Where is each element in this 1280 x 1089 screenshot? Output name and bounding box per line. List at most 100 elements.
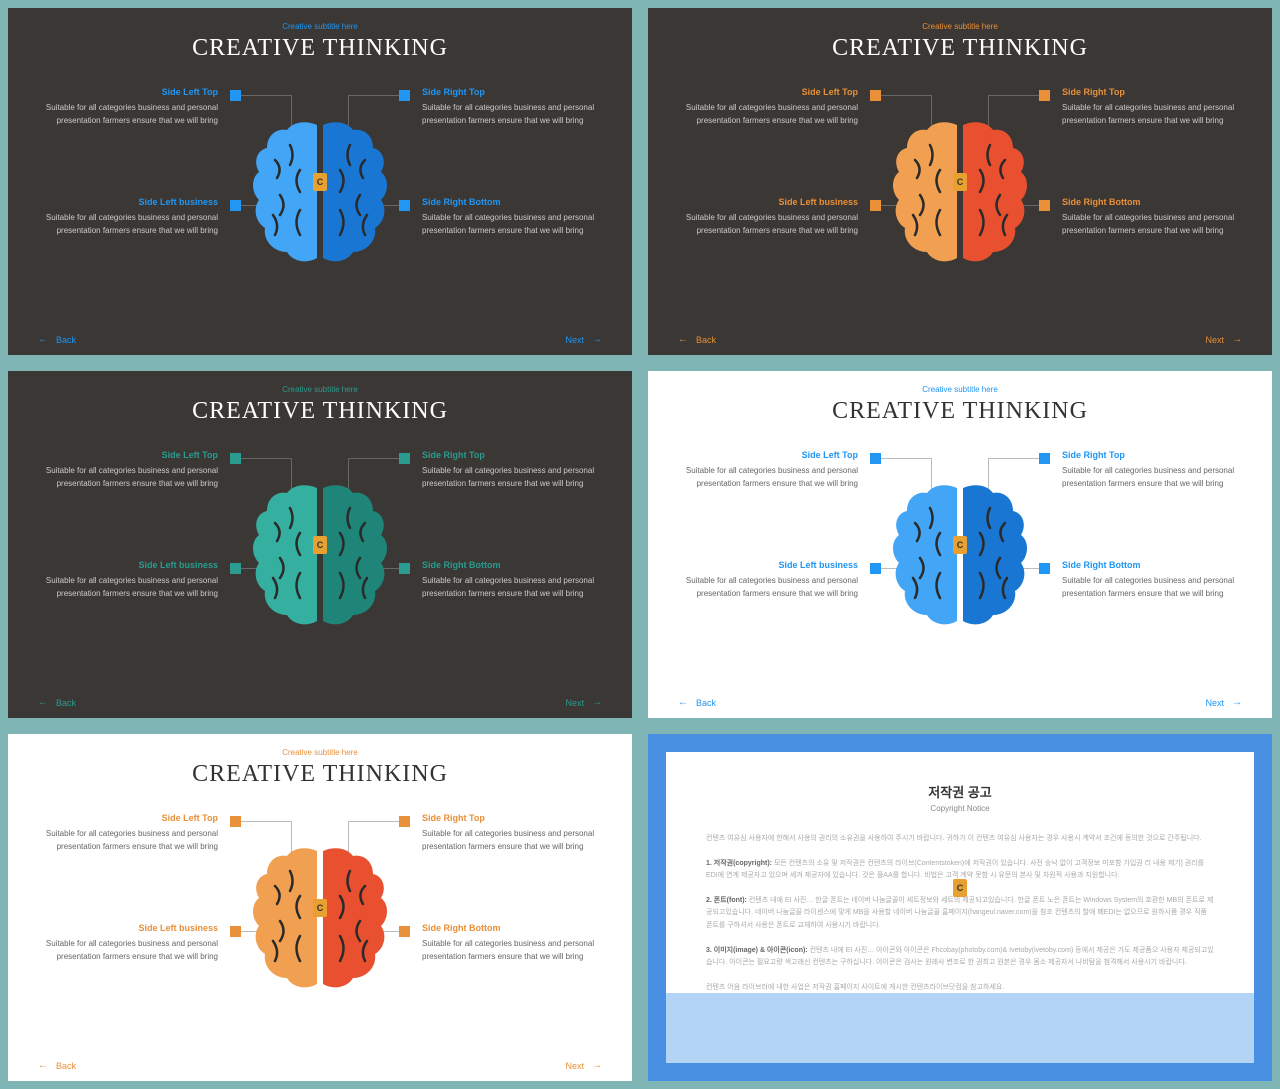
copyright-p5: 컨텐츠 어음 라이브러에 내한 사업은 저작권 홈페이지 사이트에 게시한 컨텐… (706, 982, 1214, 995)
quad-label: Side Right Bottom (1062, 560, 1242, 570)
slide: Creative subtitle here CREATIVE THINKING… (8, 8, 632, 355)
quad-text: Suitable for all categories business and… (38, 102, 218, 128)
quadrant-top-right: Side Right Top Suitable for all categori… (1062, 450, 1242, 491)
quad-text: Suitable for all categories business and… (422, 938, 602, 964)
copyright-p3: 2. 폰트(font): 컨텐츠 내에 EI 사진… 한글 폰트는 네이버 나눔… (706, 895, 1214, 933)
quad-text: Suitable for all categories business and… (38, 575, 218, 601)
quad-label: Side Left Top (678, 87, 858, 97)
back-label: Back (696, 335, 716, 345)
next-button[interactable]: Next → (565, 334, 602, 345)
quad-text: Suitable for all categories business and… (1062, 102, 1242, 128)
copyright-p1: 컨텐츠 여유심 사용자에 한해서 사용의 권리의 소유권을 사용하여 주시기 바… (706, 833, 1214, 846)
arrow-right-icon: → (592, 1060, 602, 1071)
slide: Creative subtitle here CREATIVE THINKING… (648, 8, 1272, 355)
next-button[interactable]: Next → (1205, 334, 1242, 345)
quad-label: Side Left business (38, 560, 218, 570)
badge-icon: C (953, 879, 967, 897)
marker-icon (870, 563, 881, 574)
next-button[interactable]: Next → (1205, 697, 1242, 708)
quad-text: Suitable for all categories business and… (38, 212, 218, 238)
quadrant-bottom-left: Side Left business Suitable for all cate… (678, 560, 858, 601)
subtitle: Creative subtitle here (8, 8, 632, 31)
brain-icon: C (885, 473, 1035, 633)
next-label: Next (565, 335, 584, 345)
slide-title: CREATIVE THINKING (8, 757, 632, 788)
quad-text: Suitable for all categories business and… (678, 575, 858, 601)
slide: Creative subtitle here CREATIVE THINKING… (8, 371, 632, 718)
marker-icon (1039, 563, 1050, 574)
brain-icon: C (245, 473, 395, 633)
quadrant-bottom-right: Side Right Bottom Suitable for all categ… (1062, 560, 1242, 601)
marker-icon (399, 200, 410, 211)
back-button[interactable]: ← Back (38, 1060, 76, 1071)
marker-icon (399, 90, 410, 101)
marker-icon (1039, 90, 1050, 101)
marker-icon (230, 90, 241, 101)
slide-title: CREATIVE THINKING (648, 394, 1272, 425)
brain-icon: C (885, 110, 1035, 270)
quadrant-bottom-left: Side Left business Suitable for all cate… (38, 560, 218, 601)
quadrant-bottom-right: Side Right Bottom Suitable for all categ… (422, 197, 602, 238)
arrow-right-icon: → (1232, 697, 1242, 708)
quadrant-top-right: Side Right Top Suitable for all categori… (422, 450, 602, 491)
content-area: Side Left Top Suitable for all categorie… (8, 808, 632, 1028)
badge-icon: C (313, 899, 327, 917)
copyright-p4: 3. 이미지(image) & 아이콘(icon): 컨텐츠 내에 EI 사진…… (706, 945, 1214, 970)
quad-label: Side Left Top (38, 450, 218, 460)
quad-label: Side Left Top (38, 87, 218, 97)
marker-icon (230, 200, 241, 211)
content-area: Side Left Top Suitable for all categorie… (8, 445, 632, 665)
quad-text: Suitable for all categories business and… (1062, 465, 1242, 491)
slide: Creative subtitle here CREATIVE THINKING… (8, 734, 632, 1081)
marker-icon (230, 563, 241, 574)
content-area: Side Left Top Suitable for all categorie… (648, 445, 1272, 665)
quad-label: Side Left business (38, 923, 218, 933)
slide-title: CREATIVE THINKING (648, 31, 1272, 62)
copyright-content: 저작권 공고 Copyright Notice 컨텐츠 여유심 사용자에 한해서… (666, 752, 1254, 1036)
back-button[interactable]: ← Back (38, 334, 76, 345)
quad-text: Suitable for all categories business and… (38, 465, 218, 491)
arrow-left-icon: ← (38, 334, 48, 345)
quad-text: Suitable for all categories business and… (38, 828, 218, 854)
quadrant-bottom-right: Side Right Bottom Suitable for all categ… (422, 560, 602, 601)
slide-nav: ← Back Next → (8, 697, 632, 708)
quad-label: Side Left Top (38, 813, 218, 823)
quad-text: Suitable for all categories business and… (422, 465, 602, 491)
next-label: Next (565, 1061, 584, 1071)
quad-text: Suitable for all categories business and… (422, 102, 602, 128)
back-button[interactable]: ← Back (678, 334, 716, 345)
subtitle: Creative subtitle here (648, 8, 1272, 31)
quad-label: Side Right Bottom (422, 197, 602, 207)
copyright-title: 저작권 공고 (706, 782, 1214, 801)
marker-icon (399, 453, 410, 464)
back-button[interactable]: ← Back (38, 697, 76, 708)
quad-text: Suitable for all categories business and… (678, 102, 858, 128)
badge-icon: C (313, 173, 327, 191)
quad-label: Side Right Top (422, 450, 602, 460)
next-button[interactable]: Next → (565, 697, 602, 708)
quad-text: Suitable for all categories business and… (38, 938, 218, 964)
quadrant-bottom-left: Side Left business Suitable for all cate… (38, 197, 218, 238)
back-label: Back (56, 698, 76, 708)
quad-text: Suitable for all categories business and… (678, 465, 858, 491)
quad-text: Suitable for all categories business and… (678, 212, 858, 238)
quadrant-top-left: Side Left Top Suitable for all categorie… (678, 450, 858, 491)
quad-text: Suitable for all categories business and… (422, 828, 602, 854)
badge-icon: C (953, 536, 967, 554)
slide-nav: ← Back Next → (8, 1060, 632, 1071)
marker-icon (399, 563, 410, 574)
arrow-right-icon: → (1232, 334, 1242, 345)
marker-icon (399, 926, 410, 937)
next-label: Next (1205, 335, 1224, 345)
arrow-left-icon: ← (38, 1060, 48, 1071)
badge-icon: C (313, 536, 327, 554)
quadrant-top-right: Side Right Top Suitable for all categori… (1062, 87, 1242, 128)
next-button[interactable]: Next → (565, 1060, 602, 1071)
quad-text: Suitable for all categories business and… (422, 212, 602, 238)
quadrant-bottom-right: Side Right Bottom Suitable for all categ… (1062, 197, 1242, 238)
marker-icon (1039, 200, 1050, 211)
slide-title: CREATIVE THINKING (8, 394, 632, 425)
quad-label: Side Left business (678, 560, 858, 570)
back-button[interactable]: ← Back (678, 697, 716, 708)
marker-icon (870, 90, 881, 101)
